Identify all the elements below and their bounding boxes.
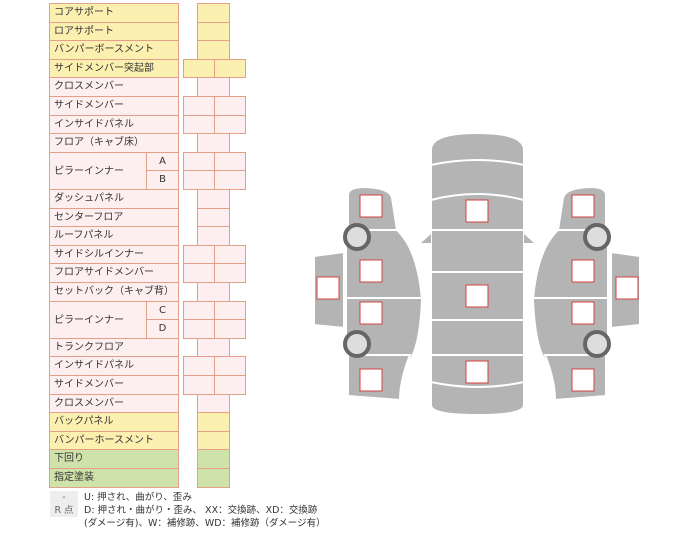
damage-marker[interactable] bbox=[615, 276, 639, 300]
check-cell[interactable] bbox=[214, 263, 246, 283]
damage-marker[interactable] bbox=[359, 368, 383, 392]
check-cell[interactable] bbox=[214, 375, 246, 395]
row-label: ピラーインナー bbox=[49, 300, 147, 339]
wheel-icon bbox=[583, 330, 611, 358]
legend-row: - U: 押され、曲がり、歪み bbox=[50, 491, 326, 504]
damage-marker[interactable] bbox=[571, 194, 595, 218]
check-cell[interactable] bbox=[214, 319, 246, 339]
damage-marker[interactable] bbox=[465, 360, 489, 384]
right-triangle bbox=[524, 234, 534, 243]
damage-marker[interactable] bbox=[571, 368, 595, 392]
check-cell[interactable] bbox=[214, 170, 246, 190]
damage-marker[interactable] bbox=[359, 194, 383, 218]
legend-row: (ダメージ有)、W：補修跡、WD：補修跡（ダメージ有） bbox=[84, 518, 326, 529]
damage-marker[interactable] bbox=[465, 284, 489, 308]
legend-row: R 点 D: 押され・曲がり・歪み、 XX：交換跡、XD：交換跡 bbox=[50, 504, 326, 517]
legend: - U: 押され、曲がり、歪み R 点 D: 押され・曲がり・歪み、 XX：交換跡、… bbox=[50, 491, 326, 530]
row-label: 指定塗装 bbox=[49, 468, 179, 488]
check-cell[interactable] bbox=[214, 58, 246, 79]
check-cell[interactable] bbox=[214, 114, 246, 135]
wheel-icon bbox=[343, 223, 371, 251]
row-label: ピラーインナー bbox=[49, 151, 147, 190]
damage-marker[interactable] bbox=[465, 199, 489, 223]
car-roof-body bbox=[430, 131, 525, 417]
damage-marker[interactable] bbox=[571, 301, 595, 325]
damage-marker[interactable] bbox=[359, 259, 383, 283]
damage-marker[interactable] bbox=[316, 276, 340, 300]
wheel-icon bbox=[583, 223, 611, 251]
damage-marker[interactable] bbox=[571, 259, 595, 283]
check-cell[interactable] bbox=[197, 468, 230, 488]
left-triangle bbox=[421, 234, 431, 243]
wheel-icon bbox=[343, 330, 371, 358]
damage-marker[interactable] bbox=[359, 301, 383, 325]
